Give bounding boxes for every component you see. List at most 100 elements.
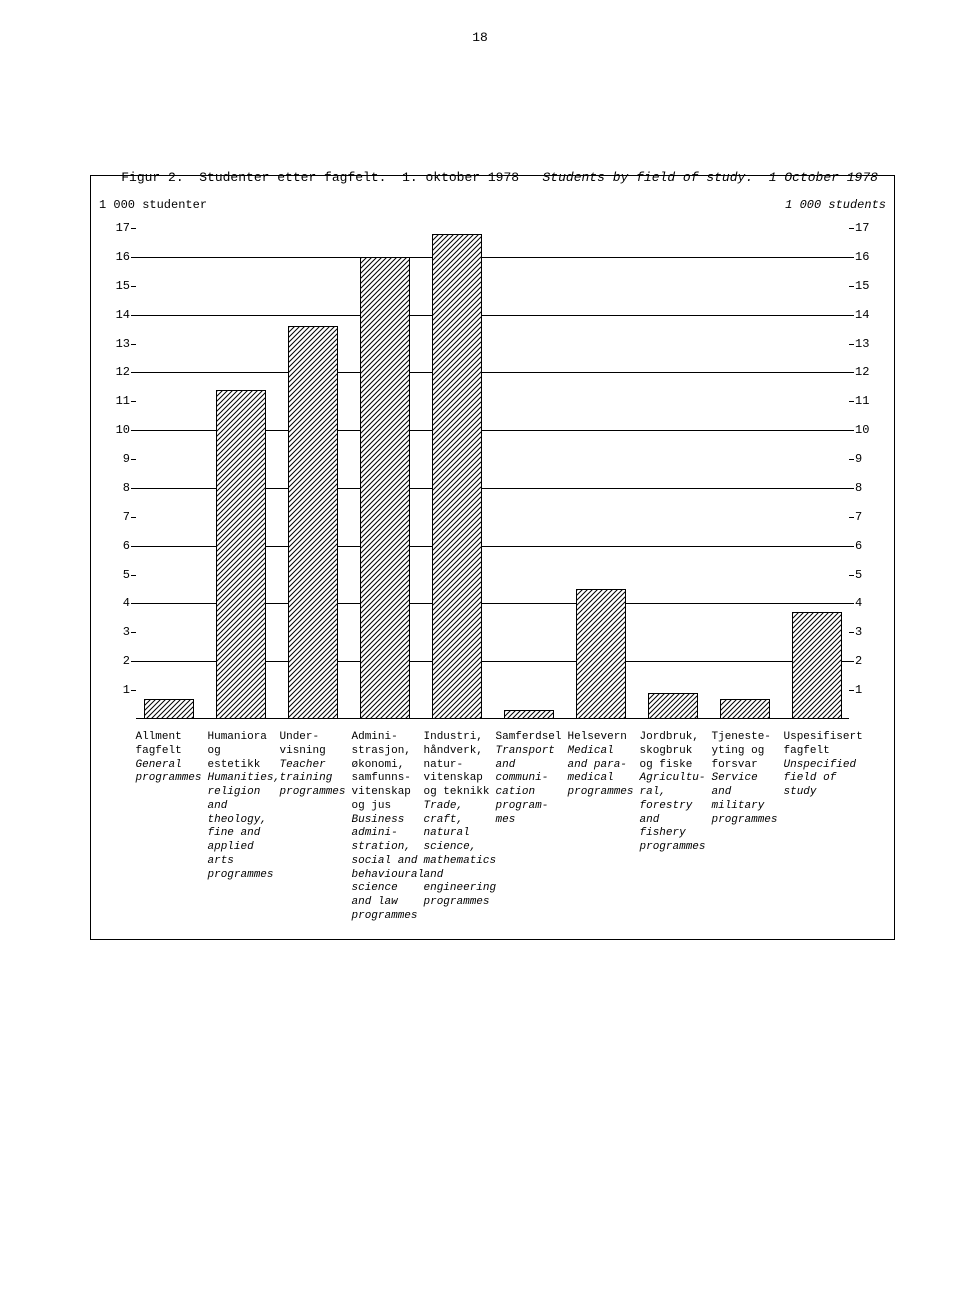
y-ticklabel-right: 17 [855,221,877,235]
category-label-no: og jus [352,800,432,814]
y-ticklabel-right: 2 [855,654,877,668]
category-label-no: håndverk, [424,745,504,759]
y-tick-right [849,430,854,431]
category-label-en: Trade, craft, [424,800,504,828]
category-label-en: and [208,800,288,814]
category-label-no: vitenskap [352,786,432,800]
gridline [136,315,849,316]
category-label-en: Humanities, [208,772,288,786]
y-tick-right [849,603,854,604]
category-label-en: communi- [496,772,576,786]
category-label-no: Tjeneste- [712,731,792,745]
category-label-en: General [136,759,216,773]
category-label-no: fagfelt [136,745,216,759]
y-ticklabel-right: 10 [855,423,877,437]
category-label-en: study [784,786,864,800]
bar [648,693,698,719]
category-label-no: samfunns- [352,772,432,786]
category-label-no: økonomi, [352,759,432,773]
category-label-en: social and [352,855,432,869]
category-label: Admini-strasjon,økonomi,samfunns-vitensk… [352,731,432,924]
category-label-en: programmes [208,869,288,883]
category-label-en: training [280,772,360,786]
y-tick-right [849,401,854,402]
category-label: Industri,håndverk,natur-vitenskapog tekn… [424,731,504,910]
bar [288,326,338,719]
category-label: HelsevernMedicaland para-medicalprogramm… [568,731,648,800]
bar [432,234,482,719]
category-label-en: engineering [424,882,504,896]
y-ticklabel-right: 4 [855,596,877,610]
category-label-en: programmes [640,841,720,855]
category-label-no: natur- [424,759,504,773]
y-ticklabel-left: 10 [108,423,130,437]
bar [792,612,842,719]
y-ticklabel-left: 5 [108,568,130,582]
y-ticklabel-left: 6 [108,539,130,553]
category-label-en: stration, [352,841,432,855]
category-label: SamferdselTransportandcommuni-cationprog… [496,731,576,827]
category-label-en: Unspecified [784,759,864,773]
y-tick-left [131,401,136,402]
category-label-en: Medical [568,745,648,759]
bar [360,257,410,719]
y-ticklabel-left: 12 [108,365,130,379]
category-label-no: Helsevern [568,731,648,745]
y-ticklabel-right: 1 [855,683,877,697]
y-ticklabel-left: 4 [108,596,130,610]
y-axis-label-right: 1 000 students [785,198,886,212]
category-label-en: programmes [280,786,360,800]
category-label-en: and para- [568,759,648,773]
category-label: AllmentfagfeltGeneralprogrammes [136,731,216,786]
y-tick-left [131,661,136,662]
category-label-en: and [640,814,720,828]
y-tick-left [131,603,136,604]
category-label-no: Humaniora [208,731,288,745]
y-ticklabel-right: 7 [855,510,877,524]
category-label-en: and law [352,896,432,910]
category-label-no: yting og [712,745,792,759]
y-ticklabel-left: 14 [108,308,130,322]
y-ticklabel-right: 6 [855,539,877,553]
bar [720,699,770,719]
bar-hatch [217,391,265,718]
y-tick-right [849,372,854,373]
y-tick-right [849,459,854,460]
plot-area: 1122334455667788991010111112121313141415… [136,228,849,719]
y-tick-right [849,286,854,287]
category-label: Under-visningTeachertrainingprogrammes [280,731,360,800]
y-ticklabel-right: 5 [855,568,877,582]
category-label: HumanioraogestetikkHumanities,religionan… [208,731,288,882]
category-label-no: Industri, [424,731,504,745]
y-ticklabel-left: 16 [108,250,130,264]
category-label-no: Samferdsel [496,731,576,745]
y-tick-left [131,228,136,229]
y-ticklabel-left: 15 [108,279,130,293]
y-tick-left [131,546,136,547]
y-tick-left [131,575,136,576]
category-label-no: og teknikk [424,786,504,800]
category-label-en: arts [208,855,288,869]
category-label-en: forestry [640,800,720,814]
y-ticklabel-right: 15 [855,279,877,293]
category-label-en: ral, [640,786,720,800]
y-tick-left [131,488,136,489]
category-label-en: religion [208,786,288,800]
y-tick-right [849,546,854,547]
y-tick-right [849,575,854,576]
y-ticklabel-left: 11 [108,394,130,408]
category-label-en: natural [424,827,504,841]
category-label-no: visning [280,745,360,759]
y-ticklabel-left: 8 [108,481,130,495]
category-label-en: Business [352,814,432,828]
category-label-en: science, [424,841,504,855]
category-label-en: programmes [712,814,792,828]
category-label-en: Transport [496,745,576,759]
category-label-en: cation [496,786,576,800]
y-ticklabel-left: 2 [108,654,130,668]
category-label-en: admini- [352,827,432,841]
bar [216,390,266,719]
category-label-en: fishery [640,827,720,841]
y-tick-right [849,257,854,258]
category-label-no: Jordbruk, [640,731,720,745]
